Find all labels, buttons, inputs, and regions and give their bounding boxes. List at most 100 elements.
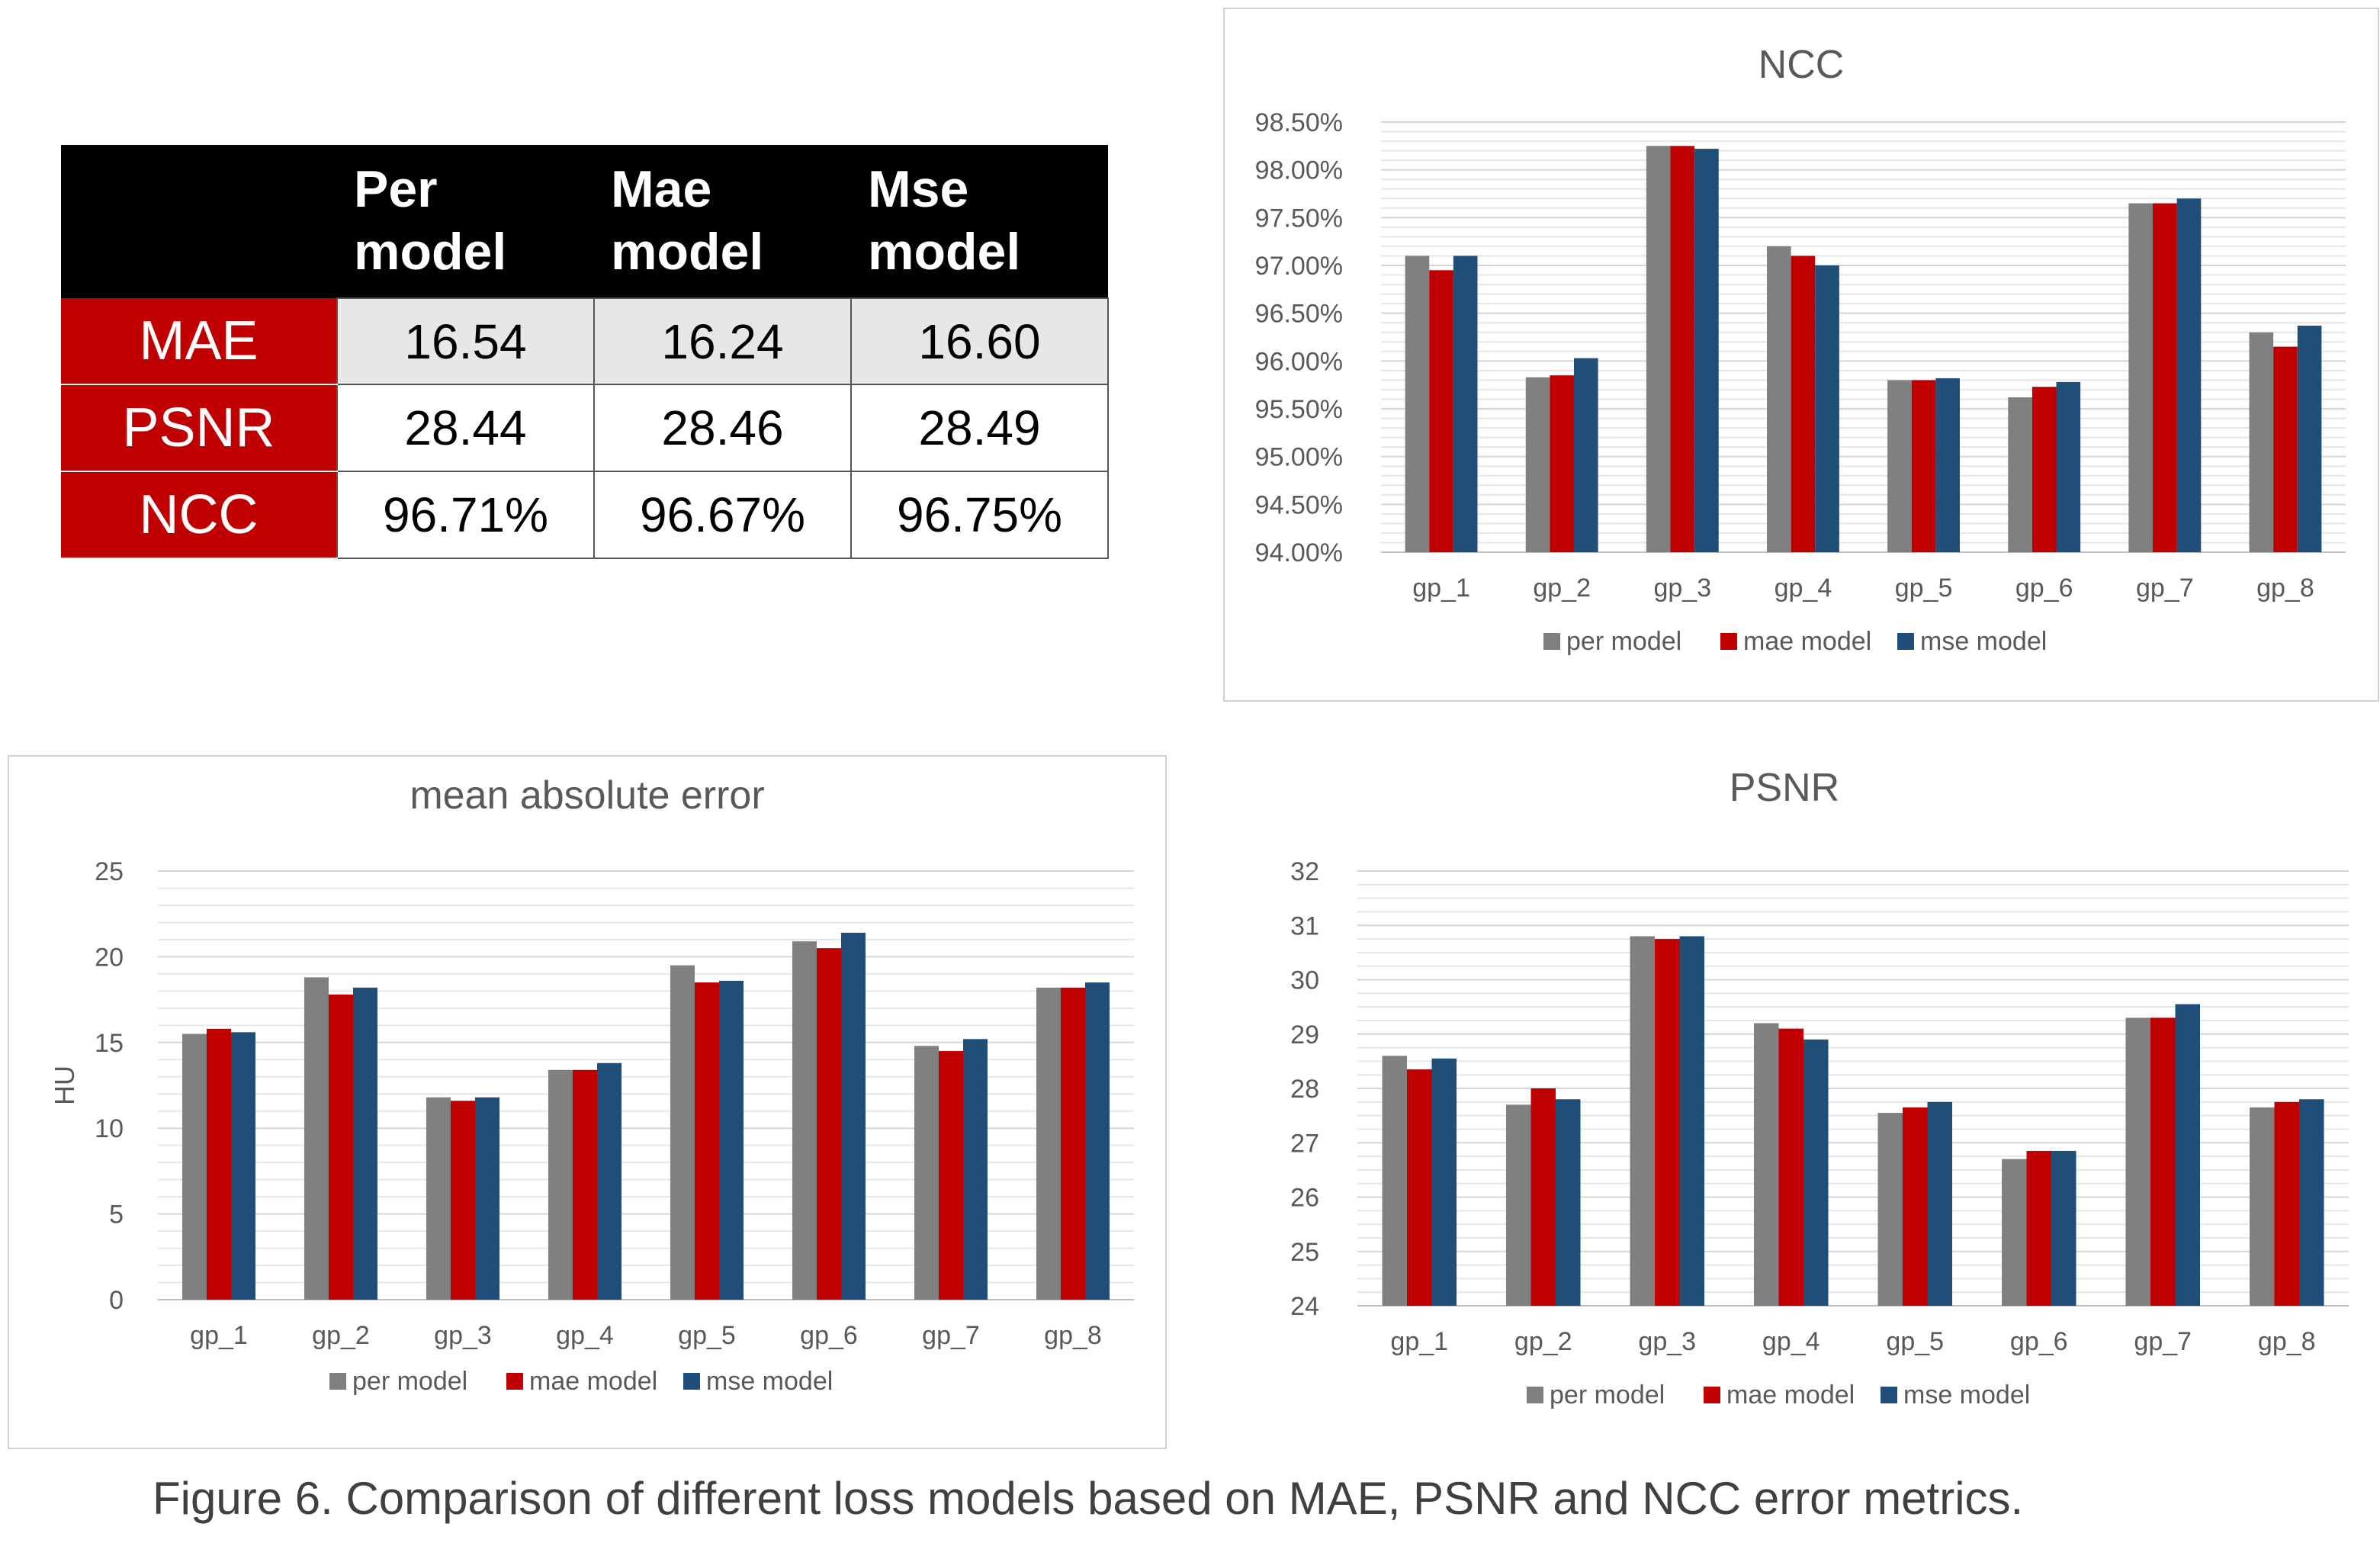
bar-mse-model-gp_8 [2297,325,2322,552]
y-tick-label: 30 [1290,966,1319,995]
legend-swatch-mse-model [1897,633,1914,650]
table-row-mae: MAE 16.54 16.24 16.60 [61,297,1109,385]
cell-ncc-mae: 96.67% [593,471,852,559]
y-tick-label: 5 [109,1201,124,1230]
y-tick-label: 26 [1290,1184,1319,1213]
table-row-ncc: NCC 96.71% 96.67% 96.75% [61,471,1109,559]
y-tick-label: 10 [95,1114,124,1143]
chart-title: NCC [1759,43,1845,87]
x-category-label: gp_2 [1533,574,1591,603]
legend-swatch-mse-model [1881,1387,1897,1403]
bar-per-model-gp_1 [1382,1056,1407,1306]
bar-mae-model-gp_4 [1778,1028,1803,1306]
cell-mae-mse: 16.60 [850,297,1109,385]
bar-mae-model-gp_6 [2032,387,2057,552]
ncc-chart-svg: NCC 94.00% 94.50% 95.00% 95.50% 96.00% 96.50% 9… [1255,43,2346,656]
cell-psnr-mae: 28.46 [593,384,852,472]
x-category-label: gp_8 [2258,1327,2316,1356]
x-category-label: gp_1 [1390,1327,1448,1356]
bar-mse-model-gp_5 [1927,1101,1952,1306]
y-tick-label: 95.50% [1255,395,1343,424]
bar-mse-model-gp_4 [1803,1039,1829,1306]
bar-per-model-gp_4 [1767,246,1791,552]
chart-title: PSNR [1730,766,1839,810]
mae-chart: mean absolute error 0 5 10 15 20 25 HU gp_1 gp_2 g… [8,755,1167,1449]
x-category-label: gp_2 [312,1321,370,1350]
bar-mae-model-gp_6 [817,948,841,1300]
x-category-label: gp_4 [556,1321,614,1350]
bar-mse-model-gp_2 [1574,358,1598,552]
bar-per-model-gp_7 [2125,1017,2150,1306]
y-tick-label: 32 [1290,857,1319,886]
y-tick-label: 94.00% [1255,538,1343,567]
metrics-table: Per model Mae model Mse model MAE 16.54 … [61,145,1109,559]
x-category-label: gp_6 [2015,574,2073,603]
legend-label-mse-model: mse model [1903,1381,2030,1410]
legend-label-per-model: per model [352,1367,467,1396]
bar-per-model-gp_1 [1405,256,1430,552]
bar-mse-model-gp_2 [1556,1099,1581,1306]
y-tick-label: 31 [1290,911,1319,940]
table-header-row: Per model Mae model Mse model [61,145,1108,298]
psnr-chart-svg: PSNR 24 25 26 27 28 29 30 31 32 gp_1 gp_2 gp_3 gp_4 gp… [1290,766,2349,1410]
bar-mse-model-gp_3 [1694,149,1719,553]
bar-mae-model-gp_8 [2273,346,2298,552]
bar-mae-model-gp_7 [2153,203,2177,552]
bar-mse-model-gp_7 [963,1039,988,1300]
bar-mae-model-gp_2 [1530,1088,1556,1306]
legend-swatch-per-model [329,1373,346,1390]
y-tick-label: 96.50% [1255,300,1343,329]
bar-mse-model-gp_8 [2299,1099,2324,1306]
legend-swatch-mae-model [506,1373,523,1390]
bar-mse-model-gp_8 [1085,982,1110,1300]
bar-mse-model-gp_7 [2176,198,2202,552]
x-category-label: gp_3 [434,1321,492,1350]
bar-mae-model-gp_3 [1670,146,1695,553]
bar-per-model-gp_2 [1506,1104,1531,1306]
y-tick-label: 96.00% [1255,347,1343,376]
legend-swatch-mae-model [1704,1387,1720,1403]
bar-mae-model-gp_5 [1903,1107,1928,1306]
bar-per-model-gp_4 [1754,1023,1779,1306]
bar-per-model-gp_1 [182,1033,207,1300]
y-tick-label: 29 [1290,1021,1319,1050]
y-tick-label: 25 [95,857,124,886]
bar-mae-model-gp_3 [451,1101,475,1300]
row-label-mae: MAE [61,298,337,385]
legend-label-mae-model: mae model [1743,627,1871,656]
ncc-chart: NCC 94.00% 94.50% 95.00% 95.50% 96.00% 96.50% 9… [1223,8,2379,702]
bar-per-model-gp_4 [548,1069,573,1300]
bar-per-model-gp_8 [2249,332,2274,552]
bar-mse-model-gp_6 [2051,1150,2076,1306]
bar-mse-model-gp_7 [2175,1004,2200,1306]
legend-label-mae-model: mae model [529,1367,657,1396]
x-category-label: gp_1 [190,1321,248,1350]
cell-ncc-mse: 96.75% [850,471,1109,559]
legend-label-per-model: per model [1550,1381,1665,1410]
column-header-mae-model: Mae model [594,145,851,298]
bar-per-model-gp_3 [1630,936,1655,1306]
y-axis-label: HU [49,1066,80,1105]
x-category-label: gp_7 [2136,574,2194,603]
bar-mse-model-gp_1 [231,1032,255,1300]
bar-mae-model-gp_2 [1550,375,1574,552]
bar-mae-model-gp_7 [939,1051,963,1300]
legend-label-mae-model: mae model [1726,1381,1855,1410]
bar-mae-model-gp_1 [207,1028,231,1300]
bar-per-model-gp_5 [670,965,695,1300]
bar-per-model-gp_7 [2128,203,2153,552]
y-tick-label: 25 [1290,1238,1319,1267]
bar-mae-model-gp_7 [2150,1017,2176,1306]
bar-mae-model-gp_6 [2026,1150,2051,1306]
bar-per-model-gp_6 [2008,397,2032,552]
mae-chart-svg: mean absolute error 0 5 10 15 20 25 HU gp_1 gp_2 g… [49,773,1134,1396]
bar-mae-model-gp_4 [1791,256,1816,552]
cell-ncc-per: 96.71% [336,471,595,559]
table-row-psnr: PSNR 28.44 28.46 28.49 [61,384,1109,472]
bar-per-model-gp_2 [304,977,329,1300]
bar-mae-model-gp_2 [329,994,353,1300]
legend-swatch-mse-model [683,1373,700,1390]
y-tick-label: 20 [95,943,124,972]
bar-per-model-gp_8 [1036,987,1061,1300]
x-category-label: gp_6 [800,1321,858,1350]
